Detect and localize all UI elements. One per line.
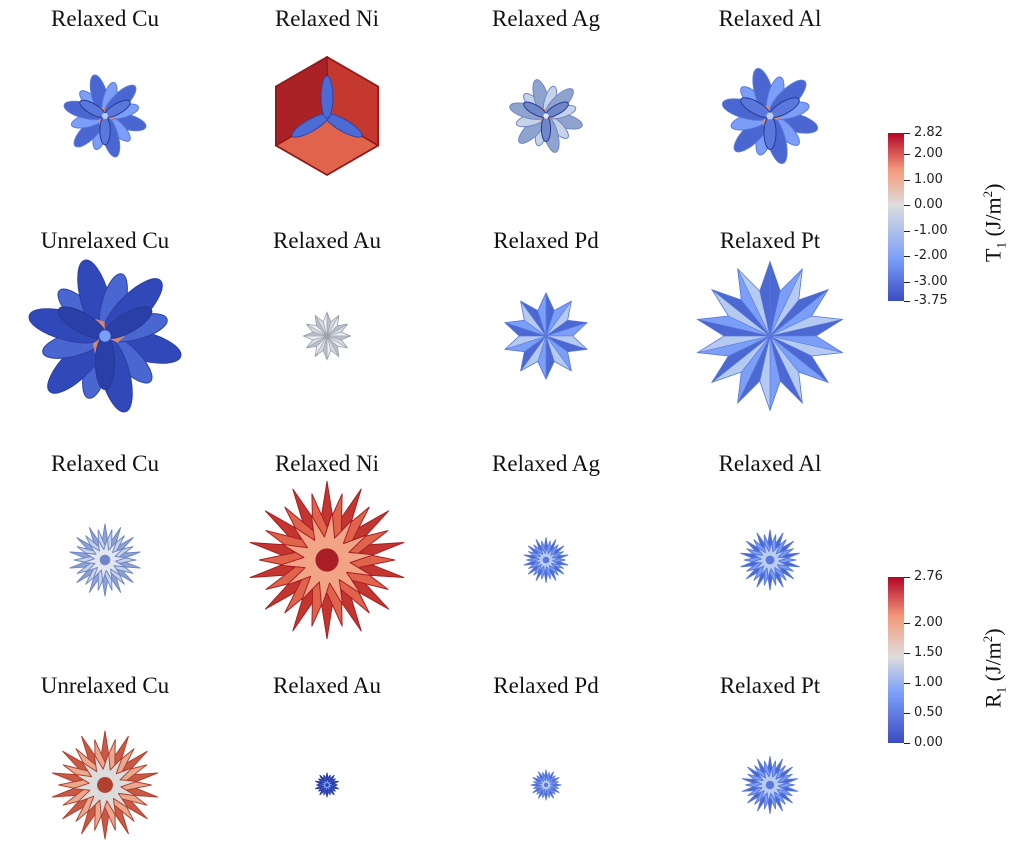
nanostructure-10 xyxy=(523,537,569,583)
colorbar-tick-mark xyxy=(904,622,910,624)
colorbar-tick-label: 1.00 xyxy=(914,674,943,690)
colorbar-tick-mark xyxy=(904,179,910,181)
colorbar-r1-title: R1 (J/m2) xyxy=(980,628,1009,708)
panel-label: Unrelaxed Cu xyxy=(40,228,170,253)
nanostructure-6 xyxy=(504,291,588,381)
colorbar-tick-label: 2.82 xyxy=(914,125,943,140)
core xyxy=(543,782,549,788)
colorbar-tick-label: 2.00 xyxy=(914,614,943,630)
petal xyxy=(763,115,777,150)
colorbar-tick-mark xyxy=(904,205,910,207)
core xyxy=(325,783,329,787)
colorbar-tick-mark xyxy=(904,743,910,744)
colorbar-tick-mark xyxy=(904,133,910,134)
nanostructure-11 xyxy=(740,529,800,591)
panel-label: Relaxed Pd xyxy=(493,673,599,698)
colorbar-tick-label: -2.00 xyxy=(914,248,948,264)
petal xyxy=(99,115,111,146)
petal xyxy=(320,75,334,119)
panel-label: Relaxed Pt xyxy=(719,228,821,253)
colorbar-tick-label: -3.75 xyxy=(914,293,948,308)
nanostructure-5 xyxy=(302,311,352,361)
panel-label: Relaxed Au xyxy=(273,673,381,698)
colorbar-tick-mark xyxy=(904,712,910,714)
panel-label: Relaxed Cu xyxy=(51,6,159,31)
colorbar-tick-label: 2.00 xyxy=(914,146,943,161)
panel-label: Relaxed Ag xyxy=(492,6,600,31)
nanostructure-15 xyxy=(741,756,799,814)
nanostructure-8 xyxy=(69,523,141,597)
colorbar-tick-mark xyxy=(904,230,910,232)
colorbar-tick-mark xyxy=(904,682,910,684)
colorbar-tick-label: -1.00 xyxy=(914,222,948,238)
colorbar-r1 xyxy=(888,577,904,743)
core xyxy=(315,548,339,572)
colorbar-tick-mark xyxy=(904,301,910,302)
core xyxy=(543,113,549,119)
nanostructure-3 xyxy=(721,67,819,165)
petal xyxy=(94,335,116,390)
colorbar-tick-label: 0.50 xyxy=(914,704,943,720)
nanostructure-9 xyxy=(249,480,405,640)
panel-label: Relaxed Ag xyxy=(492,451,600,476)
shard-facet xyxy=(759,261,771,337)
panel-label: Relaxed Cu xyxy=(51,451,159,476)
core xyxy=(99,554,111,566)
colorbar-t1 xyxy=(888,133,904,301)
panel-label: Relaxed Pd xyxy=(493,228,599,253)
core xyxy=(766,112,774,120)
nanostructure-2 xyxy=(509,79,583,153)
nanostructure-4 xyxy=(28,259,182,413)
petal xyxy=(540,115,552,143)
colorbar-tick-label: 0.00 xyxy=(914,197,943,213)
colorbar-tick-mark xyxy=(904,154,910,155)
panel-label: Relaxed Pt xyxy=(719,673,821,698)
panel-label: Relaxed Ni xyxy=(274,6,380,31)
panel-label: Relaxed Ni xyxy=(274,451,380,476)
colorbar-tick-label: 1.00 xyxy=(914,171,943,187)
nanostructure-13 xyxy=(315,772,339,798)
colorbar-tick-label: -3.00 xyxy=(914,273,948,289)
nanostructure-1 xyxy=(274,55,380,177)
nanostructure-7 xyxy=(696,260,844,412)
colorbar-t1-title: T1 (J/m2) xyxy=(980,183,1009,262)
colorbar-tick-mark xyxy=(904,281,910,283)
nanostructure-0 xyxy=(63,74,147,158)
core xyxy=(542,556,550,564)
core xyxy=(97,777,113,793)
colorbar-tick-mark xyxy=(904,652,910,654)
shard-facet xyxy=(322,312,328,337)
panel-label: Relaxed Al xyxy=(718,6,822,31)
colorbar-tick-label: 1.50 xyxy=(914,644,943,660)
panel-label: Relaxed Au xyxy=(273,228,381,253)
nanostructure-14 xyxy=(530,769,562,801)
colorbar-tick-mark xyxy=(904,256,910,258)
core xyxy=(765,780,775,790)
panel-label: Unrelaxed Cu xyxy=(40,673,170,698)
colorbar-tick-label: 0.00 xyxy=(914,735,943,750)
core xyxy=(101,112,109,120)
nanostructure-12 xyxy=(51,730,159,840)
panel-label: Relaxed Al xyxy=(718,451,822,476)
shard-facet xyxy=(537,292,547,337)
core xyxy=(765,555,775,565)
colorbar-tick-mark xyxy=(904,577,910,578)
core xyxy=(99,330,111,342)
colorbar-tick-label: 2.76 xyxy=(914,569,943,584)
